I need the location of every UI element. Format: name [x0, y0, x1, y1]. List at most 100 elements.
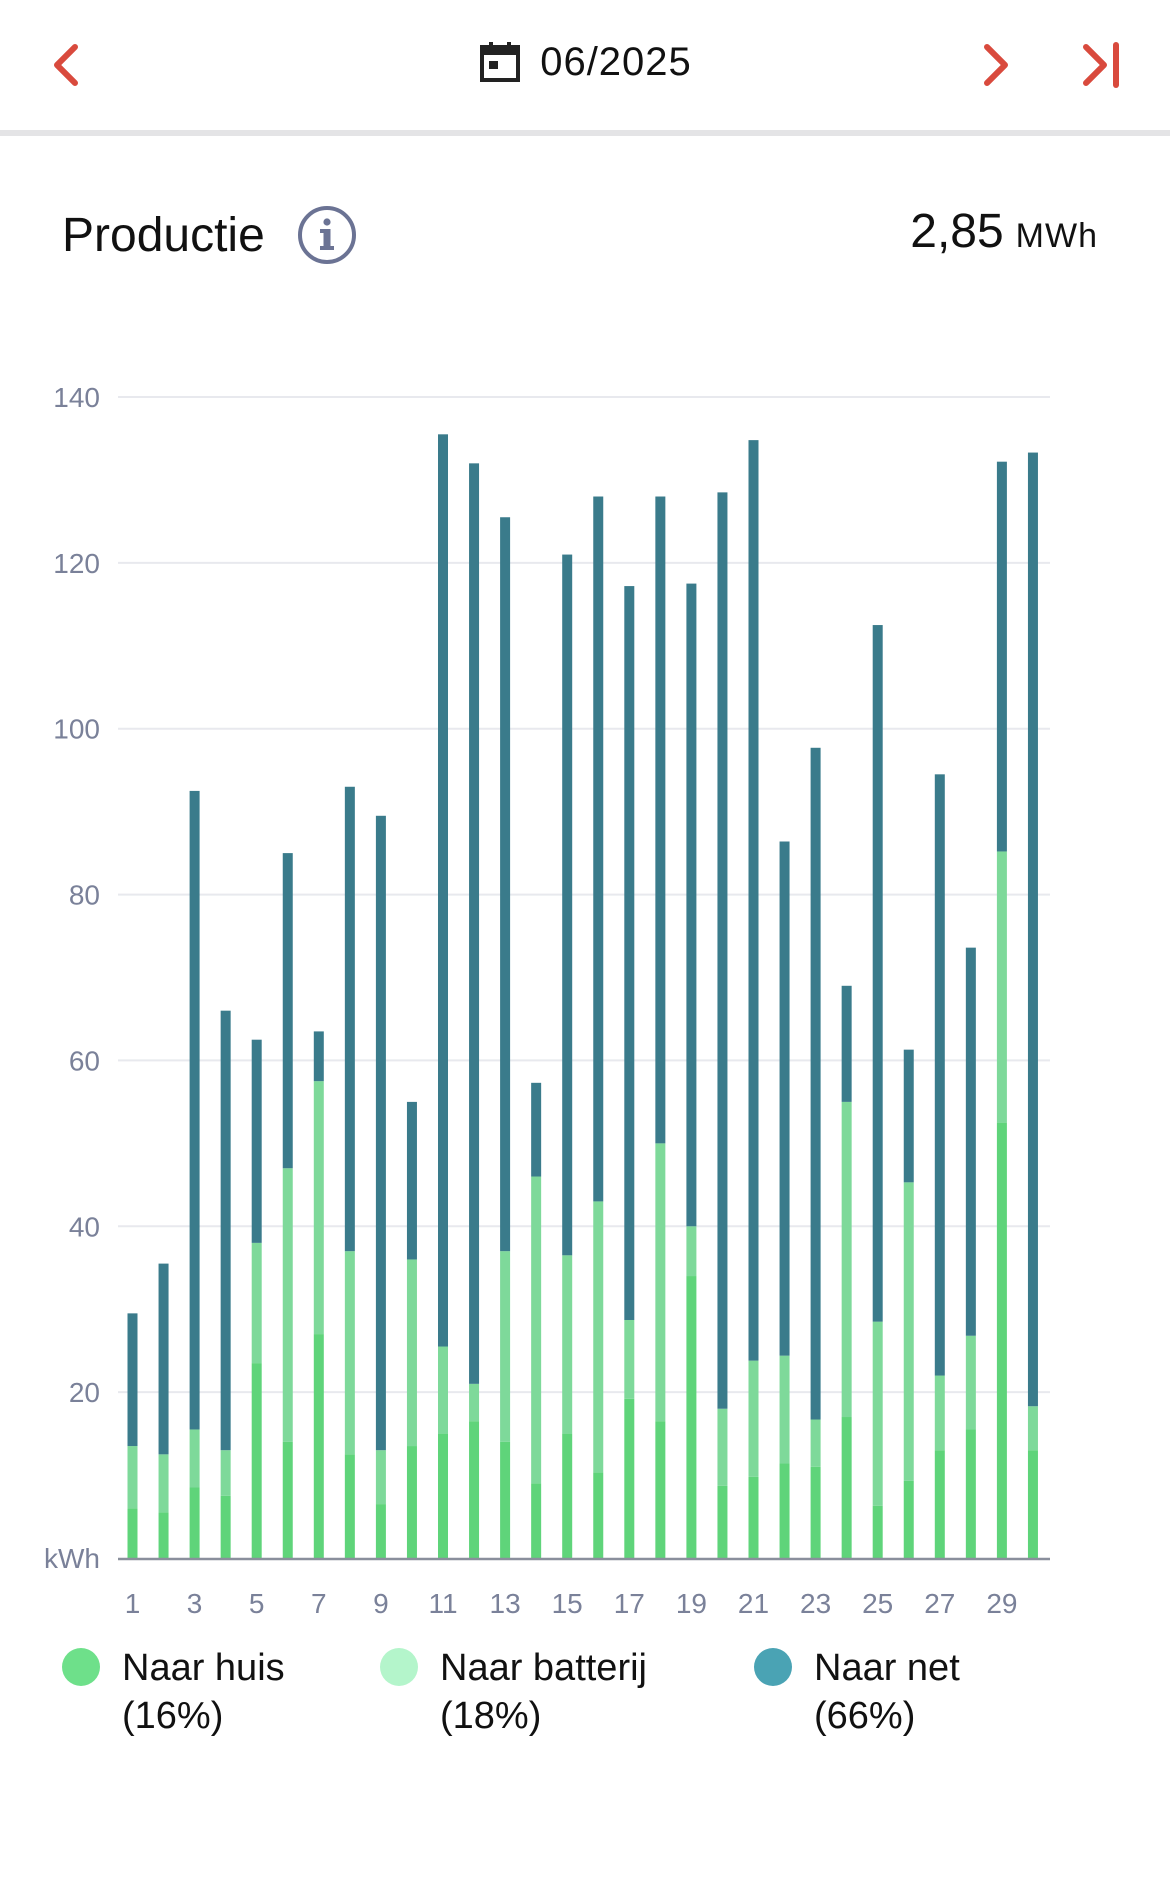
bar-segment-naar-net [282, 853, 293, 1169]
x-tick-label: 23 [800, 1588, 831, 1619]
bar-segment-naar-net [313, 1031, 324, 1082]
legend-series-name: Naar batterij [440, 1647, 647, 1689]
legend-color-dot [754, 1648, 792, 1686]
bar-segment-naar-huis [313, 1334, 324, 1558]
x-tick-label: 7 [311, 1588, 327, 1619]
bar-segment-naar-batterij [717, 1408, 728, 1486]
x-tick-label: 13 [490, 1588, 521, 1619]
bar-segment-naar-huis [1027, 1450, 1038, 1558]
chevron-left-icon [54, 44, 78, 86]
bar-segment-naar-huis [344, 1454, 355, 1558]
bar-segment-naar-net [593, 496, 604, 1202]
bar-segment-naar-batterij [500, 1251, 511, 1442]
y-tick-label: 140 [53, 382, 100, 413]
bar-segment-naar-huis [934, 1450, 945, 1558]
bar-segment-naar-net [562, 554, 573, 1256]
bar-segment-naar-net [748, 440, 759, 1361]
bar-segment-naar-net [655, 496, 666, 1144]
legend-item: Naar batterij (18%) [380, 1644, 647, 1740]
bar-segment-naar-huis [500, 1441, 511, 1558]
bar-segment-naar-huis [717, 1485, 728, 1558]
bar-segment-naar-net [903, 1049, 914, 1183]
legend-label: Naar huis (16%) [122, 1644, 285, 1740]
bar-segment-naar-batterij [251, 1242, 262, 1364]
selected-month: 06/2025 [540, 39, 692, 84]
y-tick-label: 80 [69, 880, 100, 911]
legend-color-dot [380, 1648, 418, 1686]
date-selector[interactable]: 06/2025 [0, 34, 1170, 90]
total-unit: MWh [1015, 217, 1098, 255]
bar-segment-naar-net [344, 786, 355, 1252]
bar-segment-naar-batterij [965, 1335, 976, 1430]
legend-series-name: Naar net [814, 1647, 960, 1689]
x-tick-label: 21 [738, 1588, 769, 1619]
bar-segment-naar-batterij [841, 1101, 852, 1418]
bar-segment-naar-net [996, 461, 1007, 852]
y-unit-label: kWh [44, 1543, 100, 1574]
bar-segment-naar-net [1027, 452, 1038, 1407]
legend-color-dot [62, 1648, 100, 1686]
bar-segment-naar-batterij [624, 1319, 635, 1399]
bar-segment-naar-huis [593, 1472, 604, 1558]
bar-segment-naar-batterij [996, 851, 1007, 1123]
bar-segment-naar-batterij [655, 1143, 666, 1422]
bar-segment-naar-net [375, 815, 386, 1451]
bar-segment-naar-batterij [531, 1176, 542, 1484]
bar-segment-naar-batterij [903, 1182, 914, 1481]
x-tick-label: 27 [924, 1588, 955, 1619]
bar-segment-naar-net [220, 1010, 231, 1451]
bar-segment-naar-batterij [158, 1454, 169, 1513]
bar-segment-naar-huis [220, 1495, 231, 1558]
bar-segment-naar-net [500, 517, 511, 1252]
bar-segment-naar-net [934, 774, 945, 1376]
bar-segment-naar-huis [996, 1122, 1007, 1558]
bar-segment-naar-batterij [344, 1251, 355, 1455]
previous-month-button[interactable] [32, 30, 102, 100]
bar-segment-naar-net [624, 586, 635, 1320]
bar-segment-naar-batterij [189, 1429, 200, 1488]
bar-segment-naar-batterij [282, 1168, 293, 1442]
bar-segment-naar-huis [841, 1417, 852, 1558]
bar-segment-naar-net [127, 1313, 138, 1447]
bar-segment-naar-net [189, 790, 200, 1430]
bar-segment-naar-huis [438, 1433, 448, 1558]
calendar-icon [480, 42, 521, 82]
y-tick-label: 40 [69, 1211, 100, 1242]
bar-segment-naar-batterij [779, 1355, 790, 1464]
bar-segment-naar-batterij [438, 1346, 448, 1434]
bar-segment-naar-huis [562, 1433, 573, 1558]
bar-segment-naar-huis [779, 1463, 790, 1558]
bar-segment-naar-batterij [872, 1321, 883, 1506]
y-tick-label: 120 [53, 548, 100, 579]
last-month-button[interactable] [1066, 30, 1136, 100]
bar-segment-naar-net [251, 1039, 262, 1243]
x-tick-label: 17 [614, 1588, 645, 1619]
bar-segment-naar-batterij [469, 1383, 480, 1422]
bar-segment-naar-huis [189, 1487, 200, 1558]
production-title-row: Productie [62, 200, 359, 270]
x-tick-label: 25 [862, 1588, 893, 1619]
x-tick-label: 15 [552, 1588, 583, 1619]
bar-segment-naar-batterij [1027, 1406, 1038, 1451]
bar-segment-naar-huis [158, 1512, 169, 1558]
bar-segment-naar-huis [251, 1363, 262, 1558]
bar-segment-naar-huis [903, 1480, 914, 1558]
top-navigation-bar: 06/2025 [0, 0, 1170, 136]
total-production: 2,85 MWh [910, 204, 1098, 264]
bar-segment-naar-net [531, 1082, 542, 1177]
legend-label: Naar net (66%) [814, 1644, 960, 1740]
bar-segment-naar-batterij [220, 1450, 231, 1496]
bar-segment-naar-net [469, 463, 480, 1384]
bar-segment-naar-huis [655, 1421, 666, 1558]
bar-segment-naar-net [965, 947, 976, 1336]
bar-segment-naar-batterij [313, 1081, 324, 1335]
bar-segment-naar-huis [810, 1466, 821, 1558]
next-month-button[interactable] [960, 30, 1030, 100]
legend-item: Naar huis (16%) [62, 1644, 285, 1740]
info-button[interactable] [295, 203, 359, 267]
bar-segment-naar-huis [127, 1508, 138, 1558]
x-tick-label: 1 [125, 1588, 141, 1619]
page-title: Productie [62, 208, 265, 262]
y-tick-label: 100 [53, 714, 100, 745]
bar-segment-naar-huis [624, 1398, 635, 1558]
